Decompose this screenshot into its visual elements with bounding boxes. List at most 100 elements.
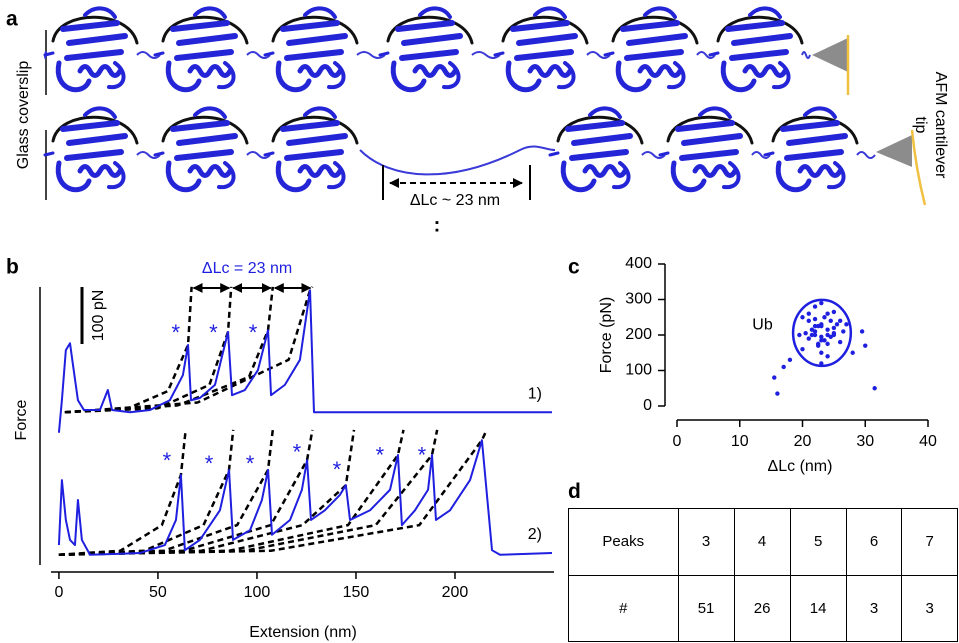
fit-curve (64, 286, 314, 414)
point (809, 327, 815, 332)
point (819, 323, 824, 329)
protein-part (533, 6, 567, 19)
point (812, 332, 818, 338)
table-row: #51 26 14 3 3 (568, 574, 958, 642)
x-tick-label: 30 (856, 433, 874, 450)
annotation: * (333, 457, 342, 482)
protein-part (681, 133, 743, 146)
protein-part (548, 151, 560, 157)
protein-part (193, 106, 227, 119)
point (850, 350, 855, 355)
protein-part (263, 51, 275, 57)
annotation: * (209, 320, 218, 345)
x-tick-label: 200 (442, 584, 469, 601)
protein-part (725, 20, 785, 32)
protein (658, 106, 754, 193)
protein (263, 6, 359, 93)
protein-part (217, 61, 236, 90)
protein-part (153, 51, 165, 57)
cantilever-label: tip (912, 117, 929, 134)
table-cell: 7 (901, 508, 958, 576)
point (800, 315, 805, 320)
protein (378, 6, 474, 93)
protein-part (176, 133, 238, 146)
linker (751, 151, 771, 159)
protein-part (569, 149, 629, 161)
point (806, 336, 811, 341)
table-cell: 3 (845, 574, 903, 642)
protein-part (716, 15, 804, 45)
protein-part (615, 60, 652, 93)
linker (856, 151, 876, 159)
protein-part (275, 160, 312, 193)
point (872, 386, 877, 391)
protein-part (327, 161, 346, 190)
protein-part (43, 51, 55, 57)
linker (136, 151, 161, 159)
annotation: * (376, 443, 385, 468)
protein-part (493, 51, 505, 57)
protein-part (527, 64, 573, 78)
protein-part (418, 6, 452, 19)
protein-part (378, 51, 390, 57)
point (815, 341, 821, 347)
point (822, 338, 827, 343)
protein-part (165, 60, 202, 93)
point (803, 331, 808, 336)
protein-part (679, 149, 739, 161)
point (800, 347, 805, 352)
point (819, 350, 824, 355)
point (831, 309, 837, 315)
point (797, 332, 802, 338)
protein (708, 6, 804, 93)
protein (263, 106, 359, 193)
y-tick-label: 200 (625, 326, 652, 343)
protein-part (624, 49, 684, 61)
table-cell: 3 (901, 574, 958, 642)
protein-part (395, 20, 455, 32)
point (806, 318, 811, 323)
protein-part (286, 133, 348, 146)
y-tick-label: 400 (625, 255, 652, 272)
table-cell: 6 (845, 508, 903, 576)
linker (356, 51, 386, 59)
protein-part (55, 60, 92, 93)
protein-part (386, 15, 474, 45)
point (812, 323, 818, 329)
protein-part (698, 106, 732, 119)
x-tick-label: 10 (731, 433, 749, 450)
protein-part (271, 115, 359, 145)
x-axis-label: Extension (nm) (249, 624, 357, 641)
linker (246, 51, 271, 59)
protein-part (612, 161, 631, 190)
protein (153, 106, 249, 193)
protein (493, 6, 589, 93)
protein-part (399, 49, 459, 61)
annotation: * (418, 443, 427, 468)
protein-part (666, 115, 754, 145)
protein-part (637, 64, 683, 78)
annotation: * (171, 320, 180, 345)
protein-part (161, 115, 249, 145)
protein-part (708, 51, 720, 57)
annotation: * (246, 451, 255, 476)
table-cell: 5 (789, 508, 847, 576)
protein-part (77, 164, 123, 178)
table-cell: Peaks (568, 508, 679, 576)
table-cell: 26 (733, 574, 791, 642)
panel-label: c (568, 256, 580, 279)
protein-part (803, 106, 837, 119)
point (831, 325, 837, 331)
panel-label: d (568, 480, 581, 503)
protein-part (107, 161, 126, 190)
x-axis-label: ΔLc (nm) (768, 458, 833, 475)
point (825, 311, 830, 316)
x-tick-label: 50 (149, 584, 167, 601)
scale-bar-label: 100 pN (90, 290, 107, 342)
protein-part (271, 15, 359, 45)
protein-part (303, 106, 337, 119)
point (815, 323, 821, 329)
protein-part (170, 20, 230, 32)
linker (471, 51, 501, 59)
